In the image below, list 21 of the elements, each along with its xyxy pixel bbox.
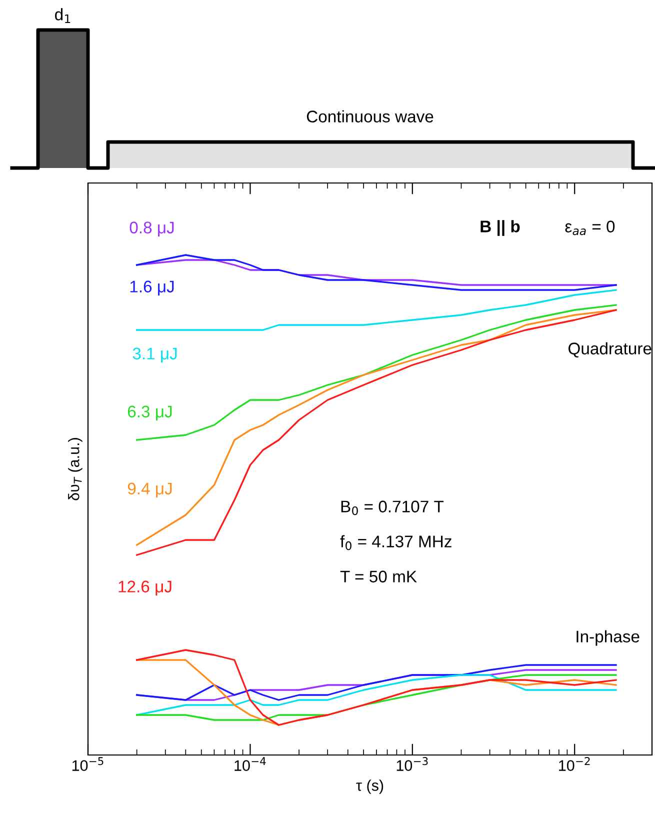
- annotation: B$_{0}$ = 0.7107 T: [341, 500, 444, 516]
- annotation: In-phase: [576, 630, 640, 646]
- x-tick-label: 10$^{−3}$: [396, 757, 428, 771]
- series-label: 1.6 μJ: [130, 280, 174, 296]
- x-tick-label: 10$^{−5}$: [72, 757, 104, 771]
- series-label: 6.3 μJ: [128, 406, 172, 421]
- annotation: f$_{0}$ = 4.137 MHz: [340, 535, 452, 550]
- text: d$_{1}$: [55, 8, 70, 23]
- annotation: T = 50 mK: [340, 570, 417, 582]
- x-tick-label: 10$^{−2}$: [559, 757, 590, 771]
- y-axis-title: δυ$_{T}$ (a.u.): [68, 438, 82, 500]
- series-label: 9.4 μJ: [128, 482, 172, 498]
- series-label: 12.6 μJ: [118, 580, 172, 596]
- x-tick-label: 10$^{−4}$: [234, 757, 266, 771]
- text: B || b: [480, 220, 520, 236]
- text: Continuous wave: [306, 110, 434, 122]
- x-axis-title: τ (s): [356, 780, 384, 794]
- series-label: 3.1 μJ: [132, 348, 177, 363]
- text: ε$_{aa}$ = 0: [565, 220, 615, 236]
- series-label: 0.8 μJ: [130, 222, 174, 237]
- annotation: Quadrature: [568, 342, 652, 358]
